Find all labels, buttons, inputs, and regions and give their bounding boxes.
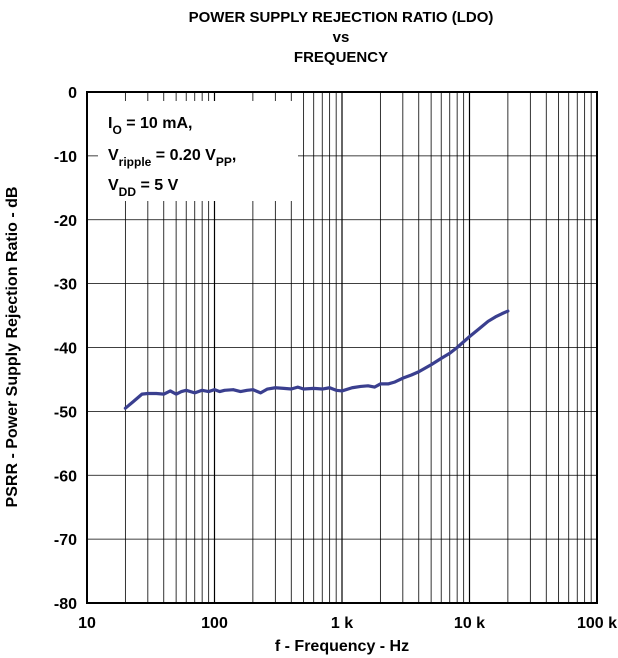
psrr-series-line (123, 309, 510, 410)
x-tick-label: 1 k (331, 615, 353, 632)
y-tick-label: -50 (54, 404, 77, 421)
chart-title-line-2: vs (333, 29, 350, 46)
x-tick-label: 10 k (454, 615, 485, 632)
y-tick-label: -20 (54, 213, 77, 230)
x-tick-label: 100 (201, 615, 228, 632)
annotation-background (98, 101, 298, 201)
annotation-line-3: VDD = 5 V (108, 177, 179, 199)
annotation-line-1: IO = 10 mA, (108, 115, 193, 137)
y-tick-label: -30 (54, 277, 77, 294)
conditions-annotation: IO = 10 mA, Vripple = 0.20 VPP, VDD = 5 … (98, 101, 298, 201)
x-tick-label: 100 k (577, 615, 617, 632)
y-tick-label: 0 (68, 85, 77, 102)
annotation-line-2: Vripple = 0.20 VPP, (108, 147, 236, 169)
data-series (123, 309, 510, 410)
chart-title-line-3: FREQUENCY (294, 49, 388, 66)
y-tick-label: -40 (54, 341, 77, 358)
y-tick-label: -10 (54, 149, 77, 166)
chart-title-line-1: POWER SUPPLY REJECTION RATIO (LDO) (189, 9, 494, 26)
plot-frame (86, 91, 598, 604)
x-axis-label: f - Frequency - Hz (275, 638, 409, 655)
y-tick-label: -60 (54, 468, 77, 485)
y-axis-label: PSRR - Power Supply Rejection Ratio - dB (4, 187, 21, 508)
x-tick-label: 10 (78, 615, 96, 632)
y-tick-labels: 0 -10 -20 -30 -40 -50 -60 -70 -80 (54, 85, 77, 613)
y-tick-label: -80 (54, 596, 77, 613)
y-tick-label: -70 (54, 532, 77, 549)
x-tick-labels: 10 100 1 k 10 k 100 k (78, 615, 617, 632)
